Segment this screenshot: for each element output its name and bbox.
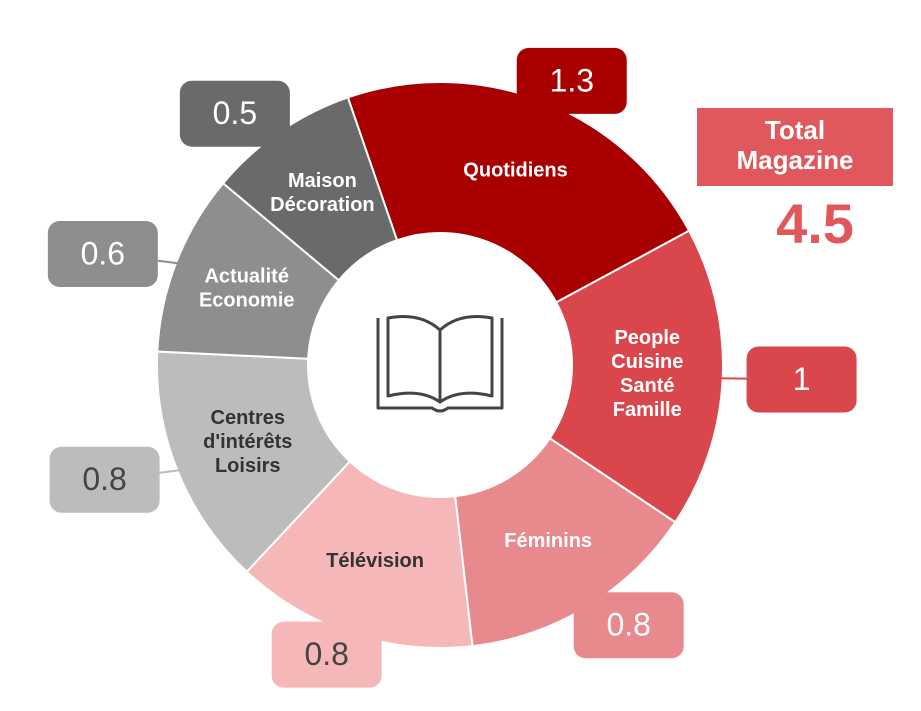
slice-label: People Cuisine Santé Famille — [611, 327, 683, 421]
donut — [156, 81, 724, 649]
book-right-page — [438, 315, 494, 404]
value-label: 1.3 — [550, 62, 594, 98]
total-value: 4.5 — [776, 192, 854, 255]
callout-box — [49, 446, 160, 513]
slice-label: Maison Décoration — [270, 170, 374, 216]
total-box — [697, 108, 893, 186]
value-label: 0.8 — [606, 607, 650, 643]
callout-box — [516, 47, 627, 114]
callout-box — [746, 346, 857, 413]
slice-label: Télévision — [326, 550, 424, 572]
book-left-page — [386, 315, 442, 404]
slice-label: Actualité Economie — [199, 266, 295, 312]
donut-slice — [245, 460, 474, 649]
donut-slice — [156, 181, 341, 360]
book-cover — [376, 318, 504, 413]
value-label: 0.8 — [82, 461, 126, 497]
callout-box — [271, 621, 382, 688]
donut-slice — [156, 350, 352, 574]
slice-label: Centres d'intérêts Loisirs — [203, 407, 292, 477]
donut-slice — [454, 436, 677, 648]
slice-label: Féminins — [504, 530, 592, 552]
callout-box — [573, 592, 684, 659]
total-label: Total Magazine — [736, 115, 853, 175]
callout-box — [179, 80, 290, 147]
value-label: 0.8 — [304, 636, 348, 672]
slice-label: Quotidiens — [463, 160, 567, 182]
value-label: 0.5 — [213, 95, 257, 131]
book-icon — [376, 315, 504, 413]
callout-box — [47, 220, 158, 287]
value-label: 0.6 — [81, 235, 125, 271]
donut-slice — [548, 229, 724, 524]
value-label: 1 — [793, 361, 811, 397]
donut-slice — [346, 81, 691, 304]
